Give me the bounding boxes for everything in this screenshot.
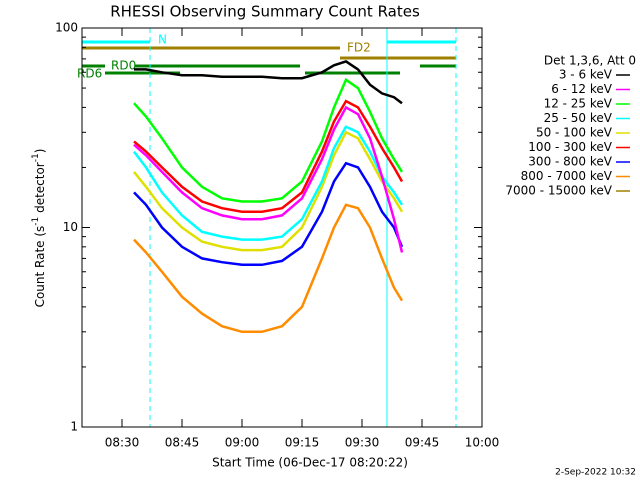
x-tick-label: 09:30 bbox=[345, 436, 380, 450]
series-line bbox=[133, 125, 404, 241]
legend-label: 12 - 25 keV bbox=[544, 97, 613, 111]
y-tick-label: 10 bbox=[63, 220, 78, 234]
y-tick-label: 1 bbox=[70, 420, 78, 434]
rd6-label: RD6 bbox=[77, 67, 102, 81]
rd0-label: RD0 bbox=[111, 59, 136, 73]
legend-label: 6 - 12 keV bbox=[551, 82, 613, 96]
x-axis-label: Start Time (06-Dec-17 08:20:22) bbox=[212, 456, 408, 470]
x-tick-label: 08:30 bbox=[105, 436, 140, 450]
y-label-part: -1 bbox=[31, 153, 41, 162]
series-line bbox=[133, 99, 404, 213]
plot-frame bbox=[81, 27, 483, 428]
n-label: N bbox=[158, 33, 167, 47]
legend-label: 100 - 300 keV bbox=[528, 140, 612, 154]
y-label-part: detector bbox=[33, 162, 47, 217]
series-line bbox=[133, 105, 404, 253]
flags: N RD0 RD6 FD2 bbox=[77, 28, 457, 427]
fd2-label: FD2 bbox=[347, 41, 371, 55]
y-label-part: ) bbox=[33, 149, 47, 154]
legend-label: 7000 - 15000 keV bbox=[505, 184, 612, 198]
series-line bbox=[133, 161, 404, 267]
legend-label: 50 - 100 keV bbox=[536, 126, 613, 140]
series-line bbox=[133, 203, 404, 334]
legend-label: 300 - 800 keV bbox=[528, 155, 612, 169]
series-line bbox=[134, 60, 403, 105]
series-line bbox=[133, 77, 404, 203]
x-tick-label: 09:00 bbox=[225, 436, 260, 450]
x-tick-label: 08:45 bbox=[165, 436, 200, 450]
x-tick-label: 09:45 bbox=[405, 436, 440, 450]
legend-title: Det 1,3,6, Att 0 bbox=[544, 54, 636, 68]
legend-label: 3 - 6 keV bbox=[559, 68, 613, 82]
chart-title: RHESSI Observing Summary Count Rates bbox=[110, 3, 420, 21]
y-label-part: -1 bbox=[31, 217, 41, 226]
series-line bbox=[133, 130, 404, 252]
x-tick-label: 09:15 bbox=[285, 436, 320, 450]
y-tick-label: 100 bbox=[55, 21, 78, 35]
footer: 2-Sep-2022 10:32 bbox=[555, 468, 636, 478]
legend-label: 25 - 50 keV bbox=[544, 111, 613, 125]
y-label-part: Count Rate (s bbox=[33, 226, 47, 308]
x-tick-label: 10:00 bbox=[465, 436, 500, 450]
legend-label: 800 - 7000 keV bbox=[521, 169, 613, 183]
y-axis-label: Count Rate (s-1 detector-1) bbox=[31, 149, 47, 308]
